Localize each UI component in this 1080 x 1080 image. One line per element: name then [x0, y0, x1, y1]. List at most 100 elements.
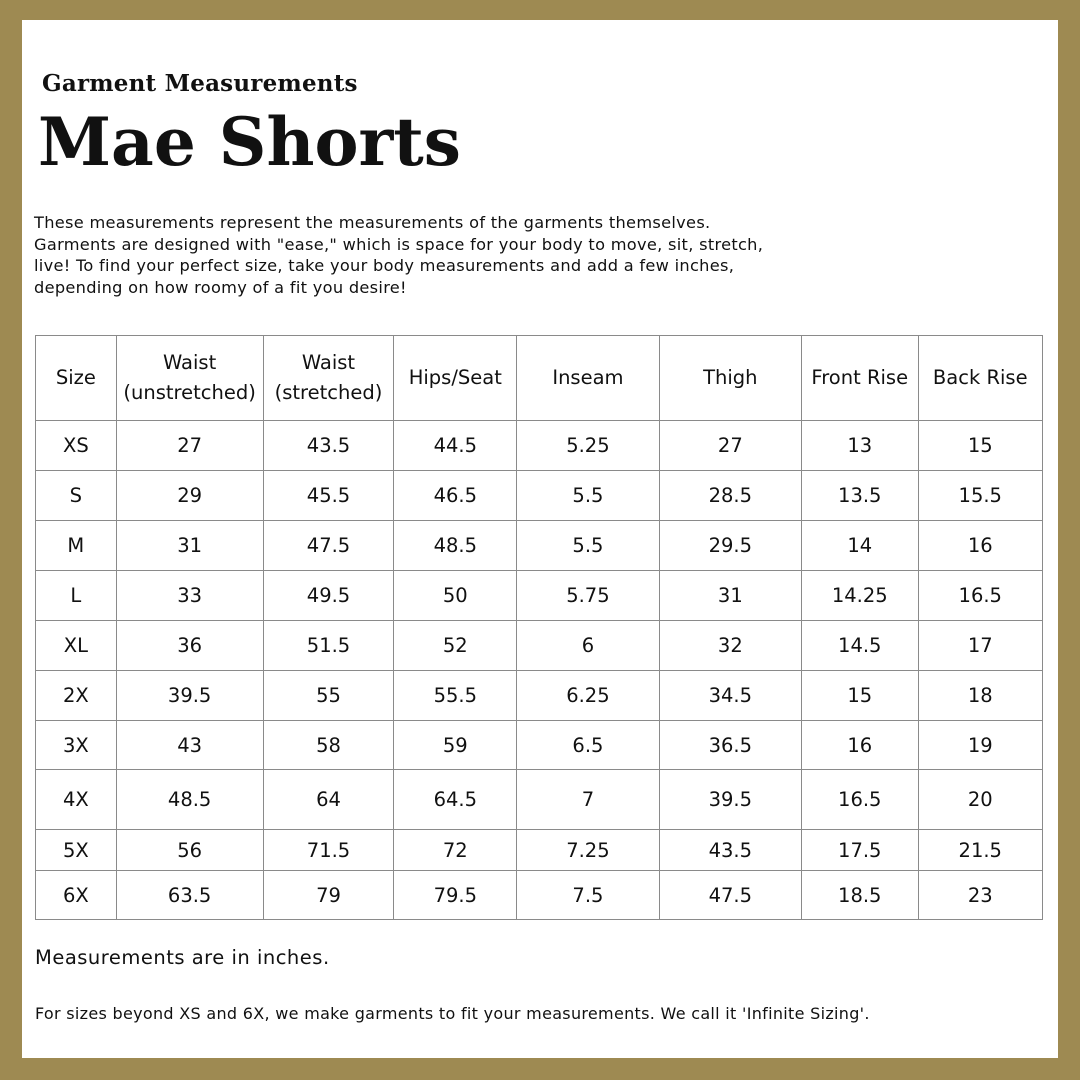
header-line: Waist [163, 351, 217, 374]
measurement-cell: 16 [800, 720, 919, 770]
size-chart-card: Garment Measurements Mae Shorts These me… [22, 20, 1058, 1058]
measurement-cell: 49.5 [262, 570, 395, 621]
header-line: Front Rise [811, 366, 909, 389]
header-line: Thigh [703, 366, 758, 389]
intro-text: These measurements represent the measure… [34, 213, 764, 298]
measurement-cell: 39.5 [115, 670, 264, 721]
header-line: Hips/Seat [408, 366, 502, 389]
measurement-cell: 5.75 [516, 570, 660, 621]
measurement-cell: 31 [115, 520, 264, 571]
measurement-cell: 17.5 [800, 829, 919, 871]
measurement-cell: 46.5 [393, 470, 518, 521]
measurement-cell: 7.25 [516, 829, 660, 871]
header-line: (unstretched) [123, 381, 256, 404]
table-header-row: Size Waist (unstretched) Waist (stretched) Hi… [35, 335, 1044, 421]
measurement-cell: 55 [262, 670, 395, 721]
measurement-cell: 5.5 [516, 520, 660, 571]
column-header: Waist (stretched) [262, 335, 395, 421]
measurement-cell: 18 [917, 670, 1044, 721]
measurement-cell: 47.5 [658, 870, 802, 920]
table-row: 2X 39.5 55 55.5 6.25 34.5 15 18 [35, 670, 1044, 721]
size-cell: 2X [35, 670, 117, 721]
measurement-cell: 21.5 [917, 829, 1044, 871]
size-cell: 6X [35, 870, 117, 920]
measurement-cell: 6.5 [516, 720, 660, 770]
measurement-cell: 39.5 [658, 769, 802, 830]
measurement-cell: 64.5 [393, 769, 518, 830]
measurement-cell: 16.5 [800, 769, 919, 830]
header-line: (stretched) [274, 381, 383, 404]
measurement-cell: 72 [393, 829, 518, 871]
size-cell: L [35, 570, 117, 621]
measurement-cell: 31 [658, 570, 802, 621]
table-row: 5X 56 71.5 72 7.25 43.5 17.5 21.5 [35, 829, 1044, 871]
column-header: Thigh [658, 335, 802, 421]
measurement-cell: 27 [115, 420, 264, 471]
measurement-cell: 14.25 [800, 570, 919, 621]
measurement-cell: 23 [917, 870, 1044, 920]
measurement-cell: 7 [516, 769, 660, 830]
measurement-cell: 16 [917, 520, 1044, 571]
subtitle: Garment Measurements [42, 70, 358, 97]
measurement-cell: 33 [115, 570, 264, 621]
table-row: XS 27 43.5 44.5 5.25 27 13 15 [35, 420, 1044, 471]
measurement-cell: 55.5 [393, 670, 518, 721]
header-line: Waist [301, 351, 356, 374]
measurement-cell: 50 [393, 570, 518, 621]
size-cell: XS [35, 420, 117, 471]
measurement-cell: 34.5 [658, 670, 802, 721]
column-header: Waist (unstretched) [115, 335, 264, 421]
measurement-cell: 7.5 [516, 870, 660, 920]
measurement-cell: 47.5 [262, 520, 395, 571]
header-line: Back Rise [932, 366, 1028, 389]
column-header: Inseam [516, 335, 660, 421]
measurement-cell: 6.25 [516, 670, 660, 721]
measurement-cell: 5.25 [516, 420, 660, 471]
measurement-cell: 27 [658, 420, 802, 471]
measurement-cell: 6 [516, 620, 660, 671]
table-row: 3X 43 58 59 6.5 36.5 16 19 [35, 720, 1044, 770]
measurement-cell: 44.5 [393, 420, 518, 471]
measurement-cell: 28.5 [658, 470, 802, 521]
measurement-cell: 5.5 [516, 470, 660, 521]
measurement-cell: 36 [115, 620, 264, 671]
measurement-cell: 43.5 [658, 829, 802, 871]
table-row: 4X 48.5 64 64.5 7 39.5 16.5 20 [35, 769, 1044, 830]
measurement-cell: 64 [262, 769, 395, 830]
measurement-cell: 63.5 [115, 870, 264, 920]
measurement-cell: 18.5 [800, 870, 919, 920]
size-cell: 5X [35, 829, 117, 871]
column-header: Back Rise [917, 335, 1044, 421]
measurement-cell: 48.5 [393, 520, 518, 571]
column-header: Hips/Seat [393, 335, 518, 421]
header-line: Inseam [552, 366, 624, 389]
measurement-cell: 79 [262, 870, 395, 920]
page-title: Mae Shorts [38, 103, 461, 181]
measurement-cell: 59 [393, 720, 518, 770]
units-note: Measurements are in inches. [35, 946, 330, 969]
measurement-cell: 51.5 [262, 620, 395, 671]
table-row: 6X 63.5 79 79.5 7.5 47.5 18.5 23 [35, 870, 1044, 920]
table-row: S 29 45.5 46.5 5.5 28.5 13.5 15.5 [35, 470, 1044, 521]
measurements-table: Size Waist (unstretched) Waist (stretched) Hi… [35, 335, 1044, 920]
measurement-cell: 29 [115, 470, 264, 521]
measurement-cell: 16.5 [917, 570, 1044, 621]
measurement-cell: 15 [800, 670, 919, 721]
measurement-cell: 15.5 [917, 470, 1044, 521]
measurement-cell: 13 [800, 420, 919, 471]
column-header: Size [35, 335, 117, 421]
size-cell: S [35, 470, 117, 521]
table-row: XL 36 51.5 52 6 32 14.5 17 [35, 620, 1044, 671]
measurement-cell: 29.5 [658, 520, 802, 571]
measurement-cell: 14 [800, 520, 919, 571]
size-cell: 3X [35, 720, 117, 770]
column-header: Front Rise [800, 335, 919, 421]
measurement-cell: 43.5 [262, 420, 395, 471]
measurement-cell: 71.5 [262, 829, 395, 871]
measurement-cell: 45.5 [262, 470, 395, 521]
table-row: M 31 47.5 48.5 5.5 29.5 14 16 [35, 520, 1044, 571]
measurement-cell: 58 [262, 720, 395, 770]
size-cell: M [35, 520, 117, 571]
measurement-cell: 14.5 [800, 620, 919, 671]
table-row: L 33 49.5 50 5.75 31 14.25 16.5 [35, 570, 1044, 621]
